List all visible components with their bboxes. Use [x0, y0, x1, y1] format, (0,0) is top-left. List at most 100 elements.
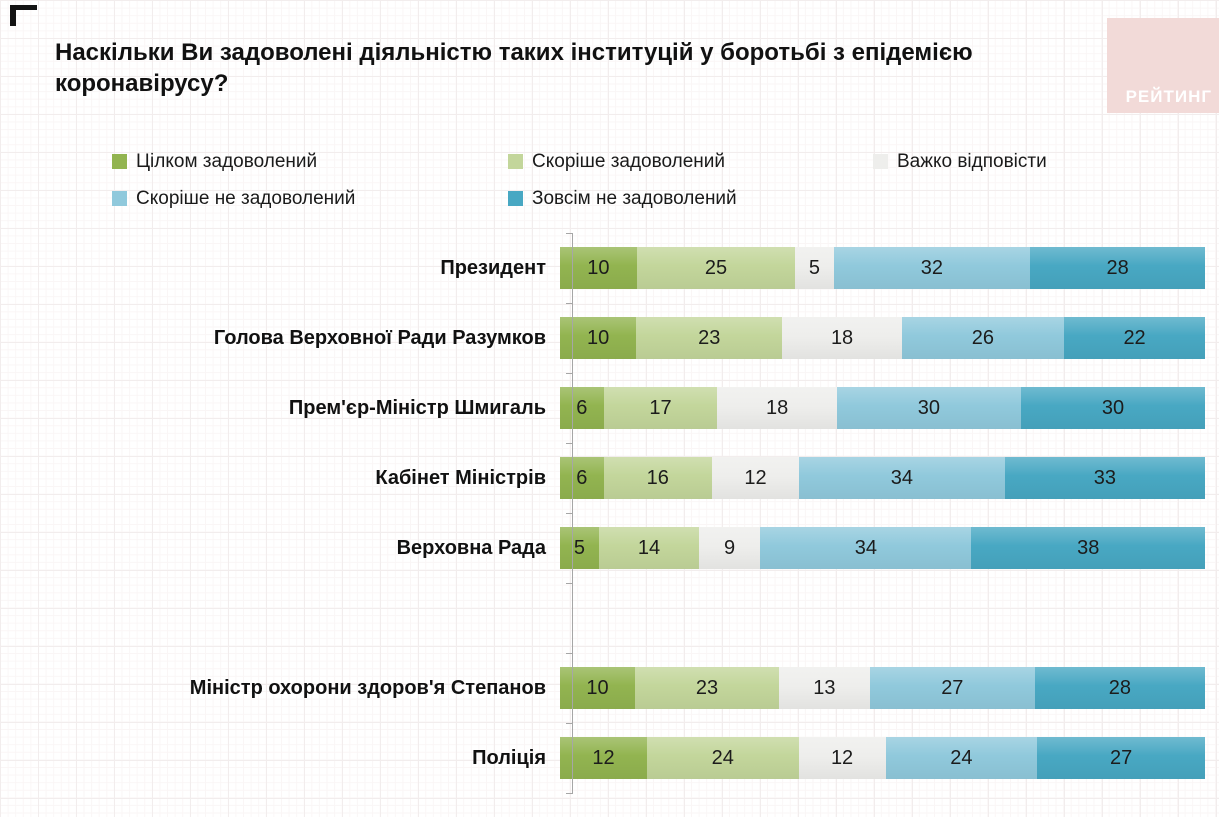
value-label: 34	[890, 466, 913, 489]
chart-title: Наскільки Ви задоволені діяльністю таких…	[55, 39, 973, 97]
value-label: 28	[1108, 676, 1132, 699]
bar-segment-fully_satisfied: 12	[560, 737, 647, 779]
category-label: Поліція	[472, 746, 546, 769]
bar-segment-fully_satisfied: 6	[560, 387, 604, 429]
category-label: Кабінет Міністрів	[375, 466, 546, 489]
value-label: 23	[695, 676, 719, 699]
chart-row: Голова Верховної Ради Разумков 10 23 18 26 22	[0, 303, 1205, 373]
bar-segment-hard_to_say: 9	[699, 527, 761, 569]
legend-label: Цілком задоволений	[136, 150, 318, 172]
value-label: 34	[854, 536, 877, 559]
axis-tick	[566, 793, 573, 794]
value-label: 25	[704, 256, 728, 279]
bar-track	[560, 597, 1205, 639]
chart-row-spacer	[0, 583, 1205, 653]
legend-item-rather_satisfied: Скоріше задоволений	[508, 143, 873, 180]
value-label: 14	[637, 536, 661, 559]
axis-tick	[566, 583, 573, 584]
bar-segment-rather_satisfied: 23	[635, 667, 779, 709]
value-label: 24	[711, 746, 734, 769]
value-label: 38	[1077, 536, 1100, 559]
value-label: 30	[1101, 396, 1125, 419]
value-label: 5	[808, 256, 820, 279]
bar-segment-not_satisfied: 27	[1037, 737, 1205, 779]
legend-swatch-rather_satisfied	[508, 154, 523, 169]
value-label: 26	[971, 326, 995, 349]
axis-tick	[566, 653, 573, 654]
axis-tick	[566, 373, 573, 374]
value-label: 5	[573, 536, 586, 559]
legend-swatch-not_satisfied	[508, 191, 523, 206]
legend-swatch-rather_not_satisfied	[112, 191, 127, 206]
value-label: 9	[724, 536, 736, 559]
chart-row: Президент 10 25 5 32 28	[0, 233, 1205, 303]
legend-item-hard_to_say: Важко відповісти	[873, 143, 1047, 180]
bar-segment-hard_to_say: 18	[717, 387, 837, 429]
value-label: 28	[1106, 256, 1129, 279]
legend: Цілком задоволений Скоріше задоволений Важ…	[112, 143, 1047, 217]
category-label: Міністр охорони здоров'я Степанов	[189, 676, 546, 699]
bar-segment-hard_to_say: 12	[712, 457, 800, 499]
value-label: 18	[830, 326, 854, 349]
bar-track: 6 17 18 30 30	[560, 387, 1206, 429]
value-label: 18	[766, 396, 789, 419]
bar-segment-rather_not_satisfied: 24	[885, 737, 1038, 779]
bar-track: 5 14 9 34 38	[560, 527, 1206, 569]
axis-tick	[566, 723, 573, 724]
value-label: 23	[698, 326, 721, 349]
bar-segment-rather_not_satisfied: 34	[760, 527, 972, 569]
bar-track: 10 23 18 26 22	[560, 317, 1205, 359]
bar-segment-hard_to_say: 13	[778, 667, 870, 709]
value-label: 32	[920, 256, 943, 279]
bar-track: 10 23 13 27 28	[560, 667, 1205, 709]
chart-row: Верховна Рада 5 14 9 34 38	[0, 513, 1206, 583]
value-label: 13	[813, 676, 836, 699]
value-label: 10	[587, 256, 610, 279]
chart-row: Прем'єр-Міністр Шмигаль 6 17 18 30 30	[0, 373, 1206, 443]
value-label: 22	[1123, 326, 1146, 349]
legend-swatch-fully_satisfied	[112, 154, 127, 169]
category-label: Голова Верховної Ради Разумков	[213, 326, 546, 349]
chart-row: Кабінет Міністрів 6 16 12 34 33	[0, 443, 1205, 513]
bar-track: 10 25 5 32 28	[560, 247, 1205, 289]
bar-segment-rather_satisfied: 24	[646, 737, 799, 779]
axis-tick	[566, 513, 573, 514]
rating-logo: РЕЙТИНГ	[1107, 18, 1219, 113]
legend-swatch-hard_to_say	[873, 154, 888, 169]
corner-mark	[10, 5, 37, 26]
bar-segment-rather_satisfied: 16	[603, 457, 713, 499]
legend-item-fully_satisfied: Цілком задоволений	[112, 143, 508, 180]
value-label: 16	[646, 466, 669, 489]
legend-label: Зовсім не задоволений	[532, 187, 737, 209]
bar-segment-rather_satisfied: 14	[598, 527, 700, 569]
value-label: 30	[917, 396, 940, 419]
rating-logo-label: РЕЙТИНГ	[1125, 87, 1212, 106]
legend-item-not_satisfied: Зовсім не задоволений	[508, 180, 873, 217]
value-label: 6	[576, 396, 588, 419]
legend-label: Скоріше задоволений	[532, 150, 726, 172]
bar-segment-hard_to_say: 5	[795, 247, 834, 289]
value-label: 17	[649, 396, 672, 419]
bar-segment-fully_satisfied: 5	[560, 527, 599, 569]
bar-segment-hard_to_say: 18	[782, 317, 902, 359]
value-label: 12	[592, 746, 615, 769]
bar-segment-not_satisfied: 33	[1004, 457, 1205, 499]
axis-tick	[566, 303, 573, 304]
chart: Президент 10 25 5 32 28 Голова Верховної Ради …	[0, 233, 1206, 794]
value-label: 6	[576, 466, 588, 489]
bar-segment-rather_not_satisfied: 26	[901, 317, 1065, 359]
bar-track: 12 24 12 24 27	[560, 737, 1205, 779]
bar-segment-rather_not_satisfied: 32	[833, 247, 1031, 289]
bar-segment-rather_satisfied: 17	[603, 387, 718, 429]
category-label: Президент	[440, 256, 546, 279]
value-label: 10	[586, 326, 610, 349]
bar-segment-not_satisfied: 30	[1020, 387, 1206, 429]
bar-segment-not_satisfied: 38	[971, 527, 1206, 569]
value-label: 27	[1109, 746, 1133, 769]
value-label: 24	[950, 746, 973, 769]
value-label: 12	[744, 466, 767, 489]
category-label: Прем'єр-Міністр Шмигаль	[288, 396, 546, 419]
legend-item-rather_not_satisfied: Скоріше не задоволений	[112, 180, 508, 217]
value-label: 27	[941, 676, 964, 699]
bar-segment-not_satisfied: 22	[1064, 317, 1205, 359]
